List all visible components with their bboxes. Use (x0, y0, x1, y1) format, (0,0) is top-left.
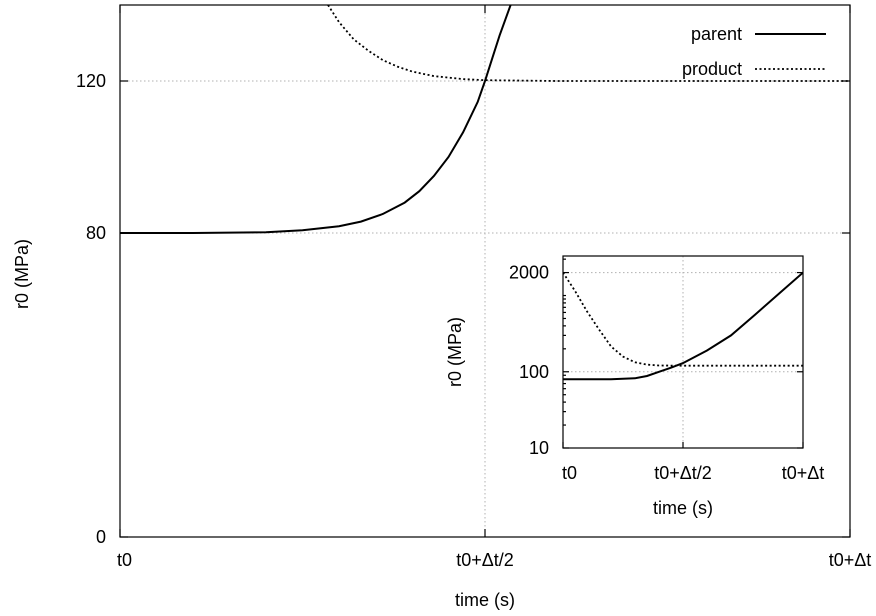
inset-y-axis-title: r0 (MPa) (445, 317, 465, 387)
inset-x-tick-label: t0+Δt (782, 463, 825, 483)
y-axis-title: r0 (MPa) (12, 239, 32, 309)
inset-x-axis-title: time (s) (653, 498, 713, 518)
main-ticks: t0 t0+Δt/2 t0+Δt 0 80 120 (76, 5, 871, 570)
inset-y-tick-label: 2000 (509, 263, 549, 283)
inset-y-tick-label: 100 (519, 362, 549, 382)
legend-label-product: product (682, 59, 742, 79)
legend: parent product (682, 24, 826, 79)
inset-background (490, 250, 825, 520)
inset-x-tick-label: t0 (562, 463, 577, 483)
inset-series-product (563, 272, 803, 367)
inset-ticks: t0 t0+Δt/2 t0+Δt 10 100 2000 (509, 258, 825, 483)
main-y-tick-label: 120 (76, 71, 106, 91)
main-y-tick-label: 0 (96, 527, 106, 547)
main-series-product (327, 5, 850, 82)
inset-series (563, 271, 803, 381)
main-x-tick-label: t0 (117, 550, 132, 570)
inset-grid (563, 256, 803, 448)
main-x-tick-label: t0+Δt (829, 550, 872, 570)
main-series (120, 5, 850, 234)
main-x-tick-label: t0+Δt/2 (456, 550, 514, 570)
inset-y-tick-label: 10 (529, 438, 549, 458)
main-y-tick-label: 80 (86, 223, 106, 243)
inset-x-tick-label: t0+Δt/2 (654, 463, 712, 483)
main-series-parent (120, 5, 512, 234)
legend-label-parent: parent (691, 24, 742, 44)
x-axis-title: time (s) (455, 590, 515, 610)
